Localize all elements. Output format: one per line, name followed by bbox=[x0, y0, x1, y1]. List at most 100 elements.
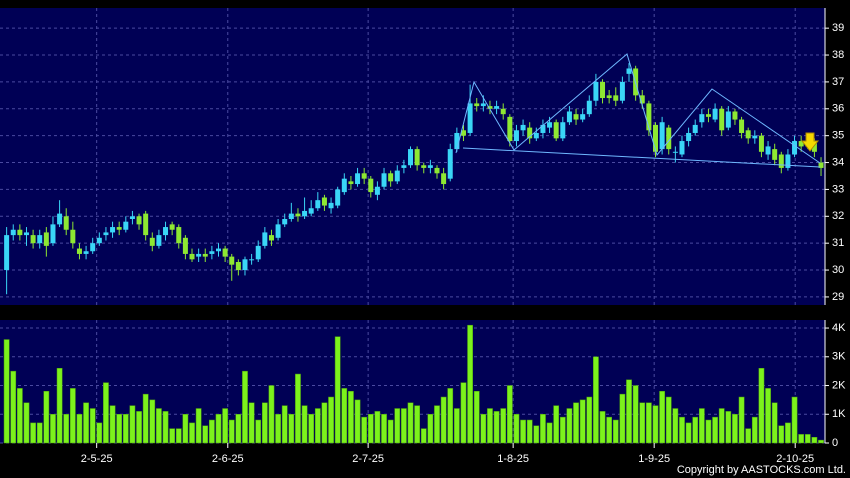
volume-bar bbox=[248, 402, 255, 444]
candle-body bbox=[811, 141, 817, 152]
y-tick-label: 31 bbox=[832, 237, 844, 249]
volume-bar bbox=[659, 391, 665, 444]
marks: 29 30 31 32 33 34 35 36 37 38 39 0 1K 2K 3K 4K 2-5-25 2-6… bbox=[0, 8, 846, 465]
volume-bar bbox=[546, 422, 553, 444]
candle-body bbox=[553, 122, 559, 139]
candle-body bbox=[255, 245, 261, 260]
candle-body bbox=[513, 130, 519, 142]
candle-body bbox=[672, 151, 678, 153]
volume-bar bbox=[639, 402, 646, 444]
candle-body bbox=[275, 224, 281, 238]
volume-bar bbox=[679, 416, 685, 444]
volume-bar bbox=[420, 428, 427, 444]
candle-body bbox=[606, 95, 612, 99]
candle-body bbox=[30, 235, 36, 244]
candle-body bbox=[50, 224, 56, 244]
candle-body bbox=[441, 173, 447, 185]
volume-bar bbox=[374, 411, 381, 444]
y-tick-label: 1K bbox=[832, 408, 846, 420]
candle-body bbox=[414, 149, 420, 166]
volume-bar bbox=[500, 408, 507, 444]
x-tick-label: 1-8-25 bbox=[497, 453, 529, 465]
volume-bar bbox=[17, 388, 23, 444]
y-tick-label: 36 bbox=[832, 103, 844, 115]
volume-bar bbox=[434, 405, 440, 444]
volume-bar bbox=[798, 434, 805, 444]
volume-bar bbox=[540, 414, 546, 444]
candle-body bbox=[454, 132, 460, 150]
candle-body bbox=[176, 227, 182, 244]
volume-bar bbox=[314, 408, 321, 444]
candle-body bbox=[652, 124, 658, 152]
volume-bar bbox=[209, 419, 215, 444]
x-tick-label: 2-7-25 bbox=[352, 453, 384, 465]
y-tick-label: 38 bbox=[832, 49, 844, 61]
candle-body bbox=[4, 235, 10, 271]
candle-body bbox=[295, 213, 301, 217]
volume-bar bbox=[520, 419, 526, 444]
candle-body bbox=[487, 106, 493, 109]
volume-bar bbox=[56, 368, 63, 444]
candle-body bbox=[143, 213, 149, 236]
candle-body bbox=[10, 229, 16, 236]
candle-body bbox=[408, 149, 414, 166]
candle-body bbox=[434, 167, 440, 174]
candle-body bbox=[394, 170, 400, 182]
volume-bar bbox=[685, 422, 692, 444]
candle-body bbox=[500, 108, 506, 115]
candle-body bbox=[43, 232, 49, 246]
candle-body bbox=[447, 149, 453, 179]
candle-body bbox=[229, 256, 235, 265]
candle-body bbox=[348, 181, 354, 185]
candle-body bbox=[765, 146, 771, 155]
candle-body bbox=[679, 141, 685, 155]
volume-bar bbox=[791, 396, 798, 444]
candle-body bbox=[17, 229, 23, 236]
volume-bar bbox=[566, 408, 573, 444]
volume-bar bbox=[103, 382, 109, 444]
volume-bar bbox=[467, 324, 473, 444]
candle-body bbox=[182, 237, 188, 254]
volume-bar bbox=[328, 396, 334, 444]
candle-body bbox=[666, 127, 672, 150]
y-tick-label: 35 bbox=[832, 130, 844, 142]
candle-body bbox=[659, 122, 665, 150]
candle-body bbox=[76, 248, 82, 254]
candle-body bbox=[202, 253, 208, 257]
volume-bar bbox=[698, 408, 705, 444]
volume-bar bbox=[553, 405, 560, 444]
volume-bar bbox=[533, 425, 540, 444]
volume-bar bbox=[162, 411, 169, 444]
volume-bar bbox=[69, 388, 76, 444]
volume-bar bbox=[818, 439, 824, 444]
candle-body bbox=[593, 81, 599, 101]
volume-bar bbox=[573, 402, 579, 444]
candle-body bbox=[83, 251, 89, 254]
candle-body bbox=[388, 173, 394, 182]
volume-bar bbox=[36, 422, 43, 444]
volume-bar bbox=[83, 402, 89, 444]
volume-bar bbox=[778, 425, 785, 444]
volume-bar bbox=[626, 379, 632, 444]
volume-bar bbox=[606, 416, 612, 444]
candle-body bbox=[692, 124, 698, 133]
volume-bar bbox=[301, 405, 308, 444]
y-tick-label: 33 bbox=[832, 183, 844, 195]
candle-body bbox=[341, 178, 347, 193]
candle-body bbox=[361, 173, 367, 179]
volume-bar bbox=[513, 414, 520, 444]
y-tick-label: 4K bbox=[832, 322, 846, 334]
volume-bar bbox=[652, 405, 659, 444]
candle-body bbox=[268, 235, 274, 241]
volume-bar bbox=[725, 411, 732, 444]
candle-body bbox=[739, 119, 745, 133]
volume-bar bbox=[129, 405, 136, 444]
candle-body bbox=[196, 253, 202, 257]
volume-bar bbox=[76, 414, 83, 444]
copyright: Copyright by AASTOCKS.com Ltd. bbox=[677, 464, 846, 476]
y-tick-label: 37 bbox=[832, 76, 844, 88]
candle-body bbox=[315, 200, 321, 209]
candle-body bbox=[242, 259, 248, 271]
candle-body bbox=[600, 81, 606, 99]
